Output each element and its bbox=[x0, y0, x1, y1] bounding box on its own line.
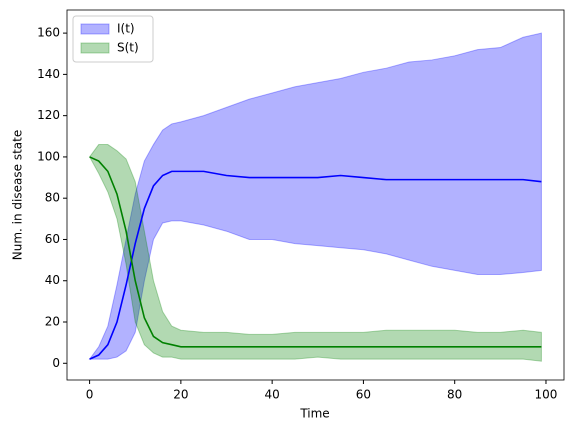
plot-frame bbox=[66, 9, 565, 381]
y-tick-label: 40 bbox=[45, 273, 60, 287]
y-tick-label: 100 bbox=[37, 149, 60, 163]
y-tick-label: 120 bbox=[37, 108, 60, 122]
y-tick-label: 80 bbox=[45, 191, 60, 205]
y-tick-label: 140 bbox=[37, 67, 60, 81]
y-tick-label: 0 bbox=[52, 356, 60, 370]
legend-label: S(t) bbox=[117, 41, 139, 55]
x-tick-label: 20 bbox=[173, 388, 188, 402]
x-tick-label: 40 bbox=[265, 388, 280, 402]
x-tick-label: 60 bbox=[356, 388, 371, 402]
legend-box bbox=[72, 15, 154, 63]
line bbox=[89, 156, 542, 348]
legend-swatch bbox=[80, 42, 110, 54]
y-axis-label: Num. in disease state bbox=[11, 130, 25, 260]
legend-label: I(t) bbox=[117, 22, 135, 36]
band bbox=[88, 32, 542, 360]
line bbox=[89, 170, 542, 360]
y-tick-label: 20 bbox=[45, 315, 60, 329]
legend-swatch bbox=[80, 23, 110, 35]
x-tick-label: 80 bbox=[447, 388, 462, 402]
y-tick-label: 60 bbox=[45, 232, 60, 246]
x-tick-label: 0 bbox=[86, 388, 94, 402]
x-tick-label: 100 bbox=[535, 388, 558, 402]
x-axis-label: Time bbox=[299, 407, 329, 421]
y-tick-label: 160 bbox=[37, 26, 60, 40]
